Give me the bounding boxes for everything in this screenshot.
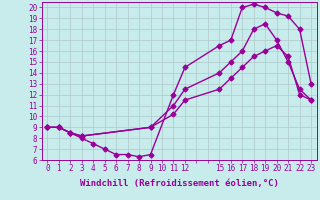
X-axis label: Windchill (Refroidissement éolien,°C): Windchill (Refroidissement éolien,°C) xyxy=(80,179,279,188)
